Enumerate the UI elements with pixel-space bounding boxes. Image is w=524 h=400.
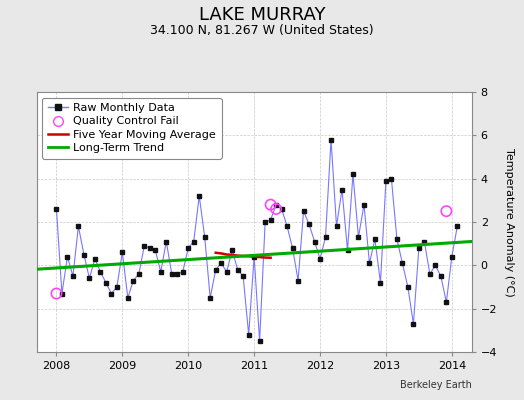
- Text: LAKE MURRAY: LAKE MURRAY: [199, 6, 325, 24]
- Text: Berkeley Earth: Berkeley Earth: [400, 380, 472, 390]
- Legend: Raw Monthly Data, Quality Control Fail, Five Year Moving Average, Long-Term Tren: Raw Monthly Data, Quality Control Fail, …: [42, 98, 222, 159]
- Point: [272, 206, 280, 212]
- Y-axis label: Temperature Anomaly (°C): Temperature Anomaly (°C): [504, 148, 514, 296]
- Point: [266, 202, 275, 208]
- Text: 34.100 N, 81.267 W (United States): 34.100 N, 81.267 W (United States): [150, 24, 374, 37]
- Point: [52, 290, 61, 297]
- Point: [442, 208, 451, 214]
